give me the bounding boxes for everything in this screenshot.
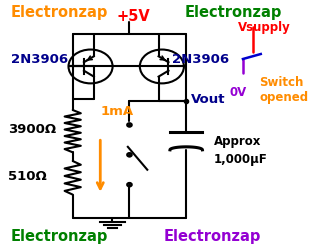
Text: Electronzap: Electronzap bbox=[11, 5, 109, 20]
Text: 0V: 0V bbox=[230, 85, 247, 98]
Text: Vsupply: Vsupply bbox=[238, 21, 291, 34]
Text: 510Ω: 510Ω bbox=[8, 170, 47, 182]
Text: 3900Ω: 3900Ω bbox=[8, 122, 56, 135]
Text: 2N3906: 2N3906 bbox=[11, 53, 68, 66]
Text: Electronzap: Electronzap bbox=[11, 228, 109, 243]
Text: 1mA: 1mA bbox=[100, 105, 133, 118]
Text: Electronzap: Electronzap bbox=[164, 228, 261, 243]
Text: 2N3906: 2N3906 bbox=[172, 53, 229, 66]
Text: 1,000μF: 1,000μF bbox=[214, 152, 267, 165]
Text: Switch
opened: Switch opened bbox=[259, 75, 308, 103]
Text: Electronzap: Electronzap bbox=[184, 5, 282, 20]
Text: Approx: Approx bbox=[214, 135, 261, 148]
Text: Vout: Vout bbox=[191, 93, 226, 106]
Text: +5V: +5V bbox=[116, 9, 150, 24]
